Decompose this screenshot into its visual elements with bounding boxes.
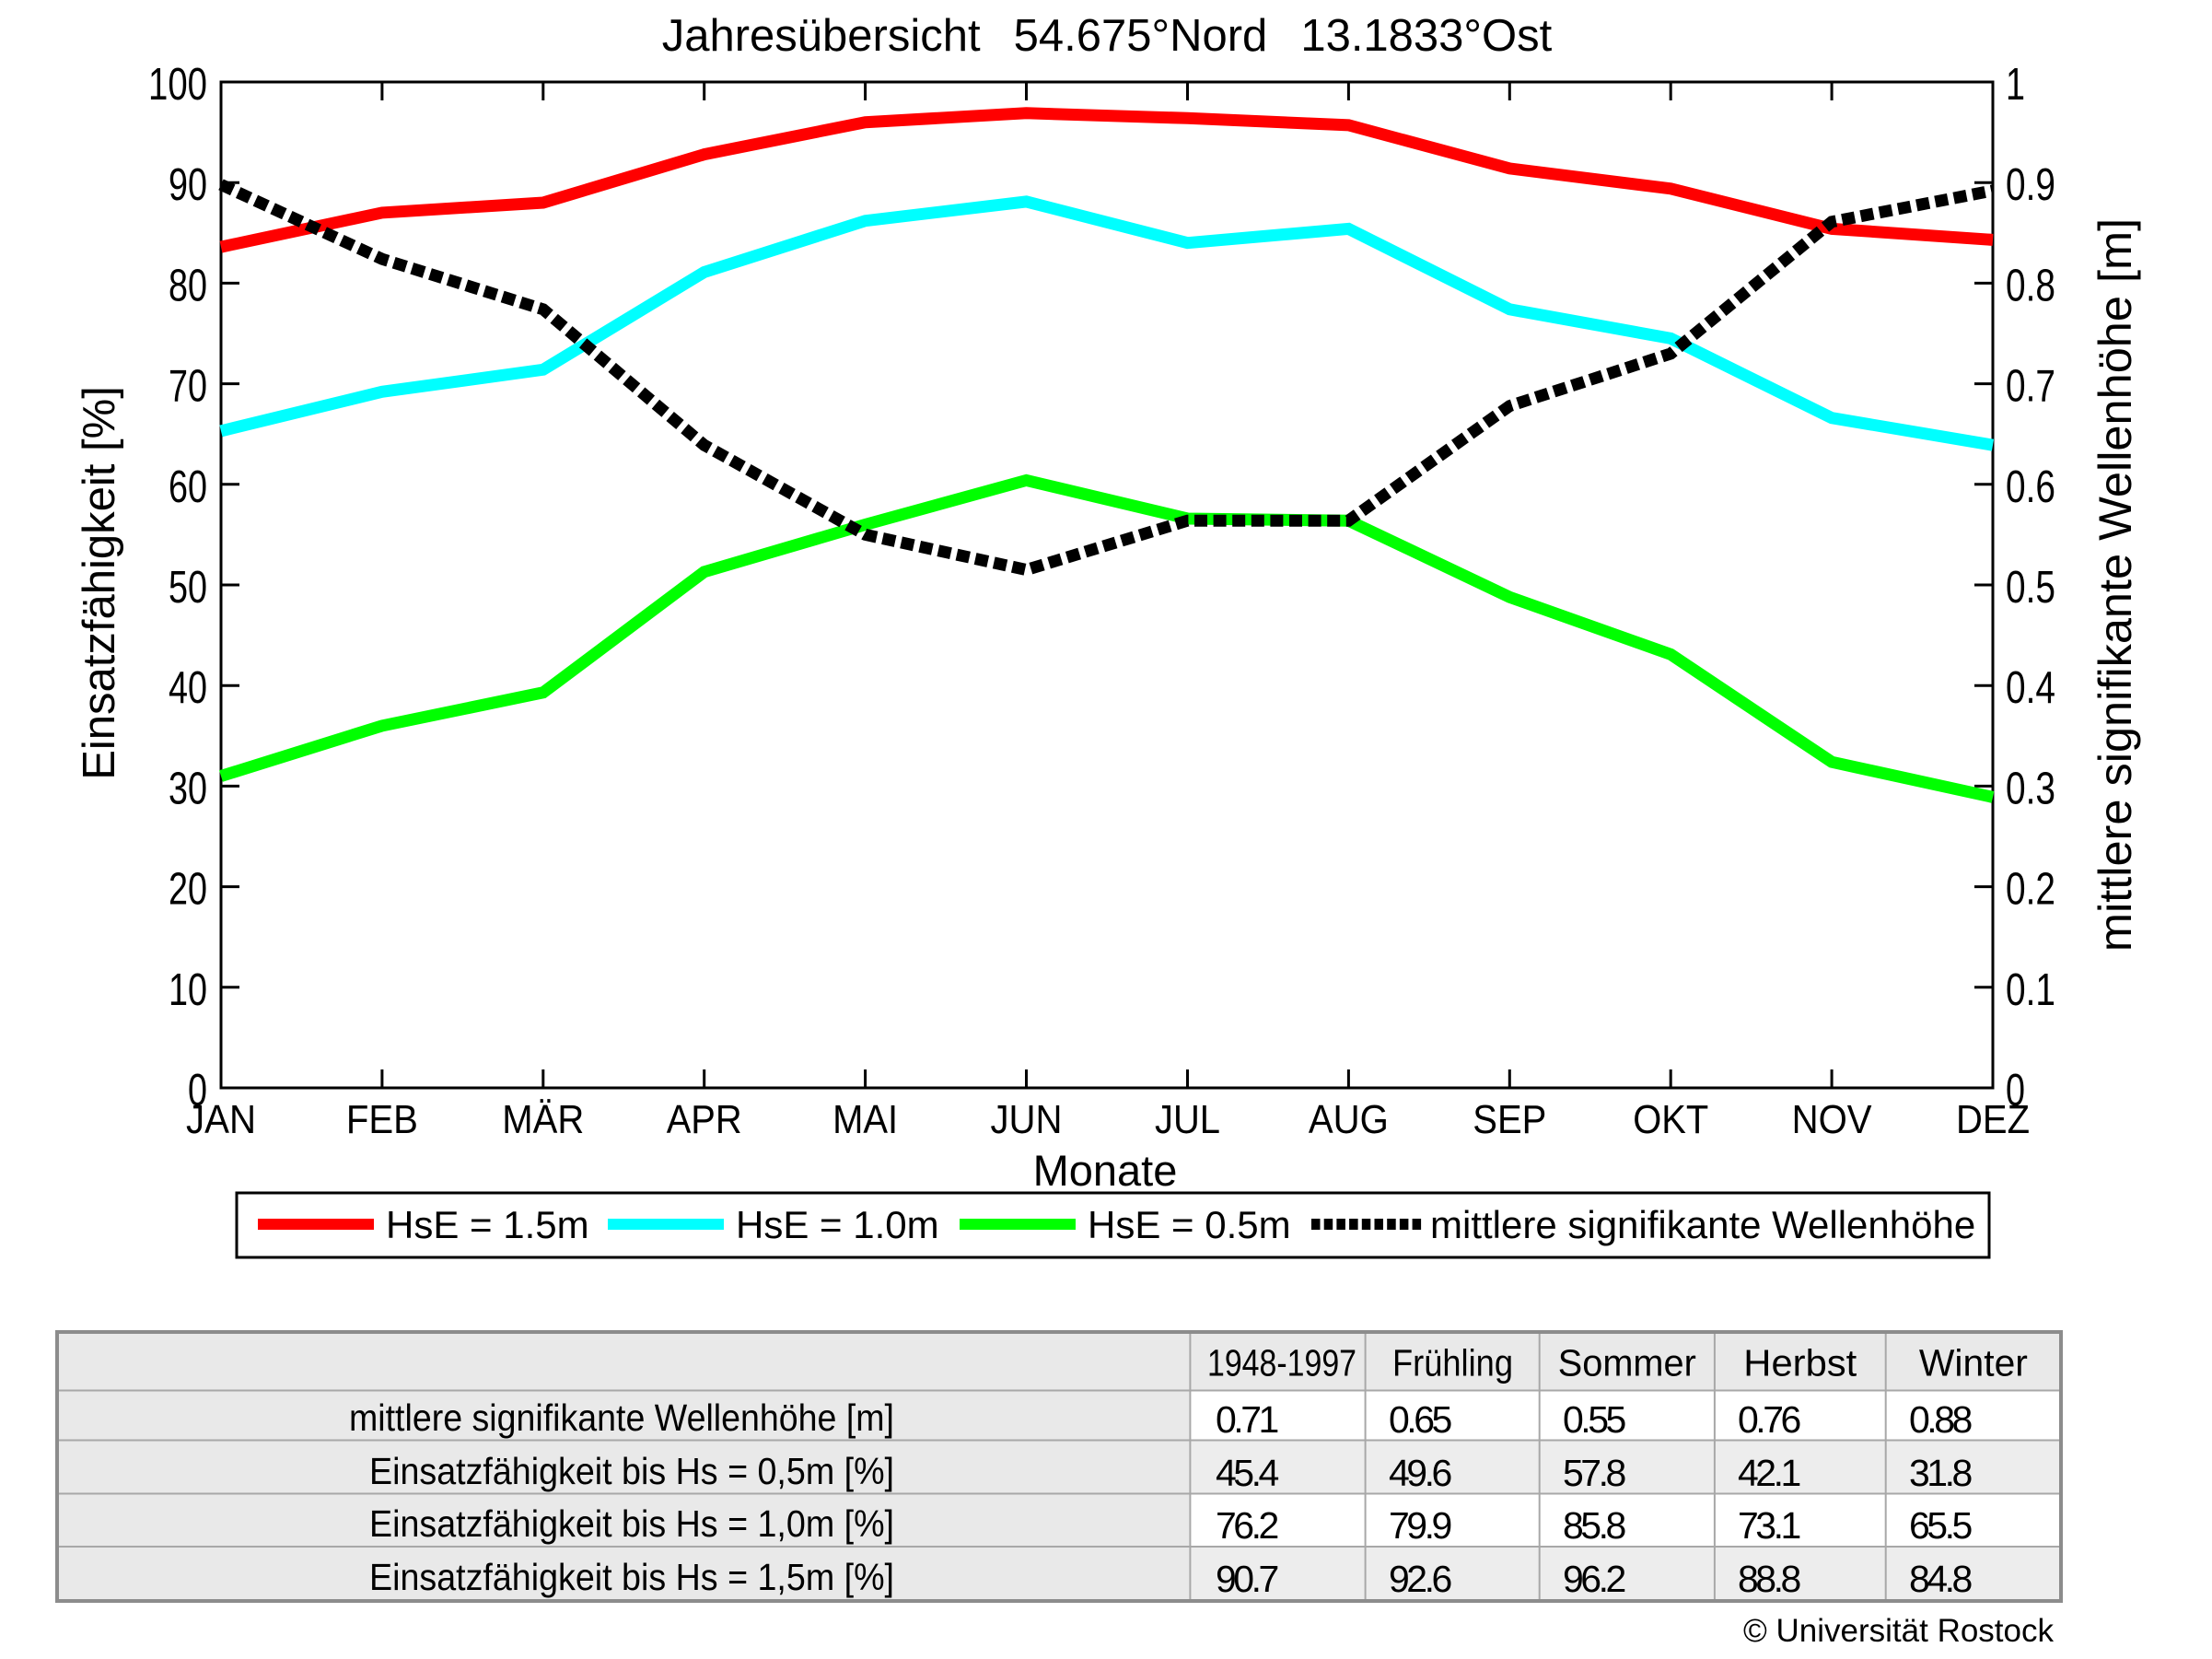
svg-text:0.5: 0.5 bbox=[2006, 563, 2055, 613]
svg-text:0.8: 0.8 bbox=[2006, 261, 2055, 310]
svg-text:79.9: 79.9 bbox=[1389, 1504, 1450, 1547]
svg-text:10: 10 bbox=[169, 965, 207, 1015]
svg-text:0: 0 bbox=[2006, 1066, 2025, 1116]
svg-text:85.8: 85.8 bbox=[1563, 1504, 1625, 1547]
svg-text:Einsatzfähigkeit [%]: Einsatzfähigkeit [%] bbox=[75, 386, 124, 780]
svg-text:0: 0 bbox=[188, 1066, 207, 1116]
svg-text:DEZ: DEZ bbox=[1956, 1097, 2030, 1142]
svg-text:HsE = 1.0m: HsE = 1.0m bbox=[736, 1203, 939, 1246]
svg-text:mittlere signifikante Wellenhö: mittlere signifikante Wellenhöhe bbox=[1430, 1203, 1975, 1246]
svg-text:76.2: 76.2 bbox=[1216, 1504, 1277, 1547]
svg-text:57.8: 57.8 bbox=[1563, 1452, 1625, 1494]
svg-text:96.2: 96.2 bbox=[1563, 1558, 1624, 1600]
svg-text:Einsatzfähigkeit bis Hs = 0,5m: Einsatzfähigkeit bis Hs = 0,5m [%] bbox=[369, 1450, 894, 1492]
svg-text:AUG: AUG bbox=[1309, 1097, 1389, 1142]
svg-text:Monate: Monate bbox=[1033, 1146, 1178, 1195]
svg-text:50: 50 bbox=[169, 563, 207, 613]
svg-text:90: 90 bbox=[169, 160, 207, 210]
svg-text:JUN: JUN bbox=[991, 1097, 1063, 1142]
svg-text:1: 1 bbox=[2006, 60, 2025, 110]
svg-text:92.6: 92.6 bbox=[1389, 1558, 1450, 1600]
svg-text:APR: APR bbox=[667, 1097, 742, 1142]
svg-text:49.6: 49.6 bbox=[1389, 1452, 1450, 1494]
svg-text:FEB: FEB bbox=[346, 1097, 418, 1142]
svg-text:70: 70 bbox=[169, 362, 207, 412]
svg-text:20: 20 bbox=[169, 865, 207, 915]
svg-text:30: 30 bbox=[169, 764, 207, 813]
svg-text:mittlere signifikante Wellenhö: mittlere signifikante Wellenhöhe [m] bbox=[349, 1396, 894, 1439]
svg-text:JAN: JAN bbox=[186, 1097, 256, 1142]
svg-text:0.7: 0.7 bbox=[2006, 362, 2055, 412]
svg-text:HsE = 1.5m: HsE = 1.5m bbox=[386, 1203, 589, 1246]
svg-text:88.8: 88.8 bbox=[1738, 1558, 1800, 1600]
svg-text:0.76: 0.76 bbox=[1738, 1398, 1799, 1441]
svg-text:MAI: MAI bbox=[832, 1097, 898, 1142]
svg-text:45.4: 45.4 bbox=[1216, 1452, 1278, 1494]
svg-text:0.1: 0.1 bbox=[2006, 965, 2055, 1015]
svg-text:31.8: 31.8 bbox=[1909, 1452, 1972, 1494]
svg-text:Winter: Winter bbox=[1919, 1342, 2028, 1384]
svg-text:0.4: 0.4 bbox=[2006, 663, 2055, 713]
svg-text:MÄR: MÄR bbox=[502, 1097, 584, 1142]
svg-text:1948-1997: 1948-1997 bbox=[1207, 1342, 1356, 1384]
svg-text:65.5: 65.5 bbox=[1909, 1504, 1972, 1547]
svg-text:80: 80 bbox=[169, 261, 207, 310]
svg-text:90.7: 90.7 bbox=[1216, 1558, 1277, 1600]
svg-text:0.2: 0.2 bbox=[2006, 865, 2055, 915]
svg-text:JUL: JUL bbox=[1155, 1097, 1220, 1142]
svg-text:SEP: SEP bbox=[1473, 1097, 1546, 1142]
svg-text:0.55: 0.55 bbox=[1563, 1398, 1625, 1441]
svg-text:OKT: OKT bbox=[1633, 1097, 1708, 1142]
svg-text:0.88: 0.88 bbox=[1909, 1398, 1972, 1441]
svg-text:73.1: 73.1 bbox=[1738, 1504, 1799, 1547]
svg-text:Herbst: Herbst bbox=[1743, 1342, 1857, 1384]
svg-text:0.9: 0.9 bbox=[2006, 160, 2055, 210]
svg-text:42.1: 42.1 bbox=[1738, 1452, 1799, 1494]
svg-text:0.71: 0.71 bbox=[1216, 1398, 1277, 1441]
svg-text:Frühling: Frühling bbox=[1392, 1342, 1513, 1384]
svg-text:© Universität Rostock: © Universität Rostock bbox=[1743, 1613, 2054, 1649]
svg-text:HsE = 0.5m: HsE = 0.5m bbox=[1088, 1203, 1291, 1246]
svg-text:0.6: 0.6 bbox=[2006, 462, 2055, 512]
svg-text:mittlere signifikante Wellenhö: mittlere signifikante Wellenhöhe [m] bbox=[2089, 218, 2141, 952]
svg-text:60: 60 bbox=[169, 462, 207, 512]
svg-text:Einsatzfähigkeit bis Hs = 1,5m: Einsatzfähigkeit bis Hs = 1,5m [%] bbox=[369, 1556, 894, 1598]
svg-text:0.65: 0.65 bbox=[1389, 1398, 1451, 1441]
svg-text:100: 100 bbox=[148, 60, 207, 110]
svg-text:40: 40 bbox=[169, 663, 207, 713]
svg-text:Sommer: Sommer bbox=[1558, 1342, 1696, 1384]
svg-text:Einsatzfähigkeit bis Hs = 1,0m: Einsatzfähigkeit bis Hs = 1,0m [%] bbox=[369, 1502, 894, 1545]
svg-text:NOV: NOV bbox=[1792, 1097, 1873, 1142]
svg-text:0.3: 0.3 bbox=[2006, 764, 2055, 813]
svg-text:84.8: 84.8 bbox=[1909, 1558, 1972, 1600]
